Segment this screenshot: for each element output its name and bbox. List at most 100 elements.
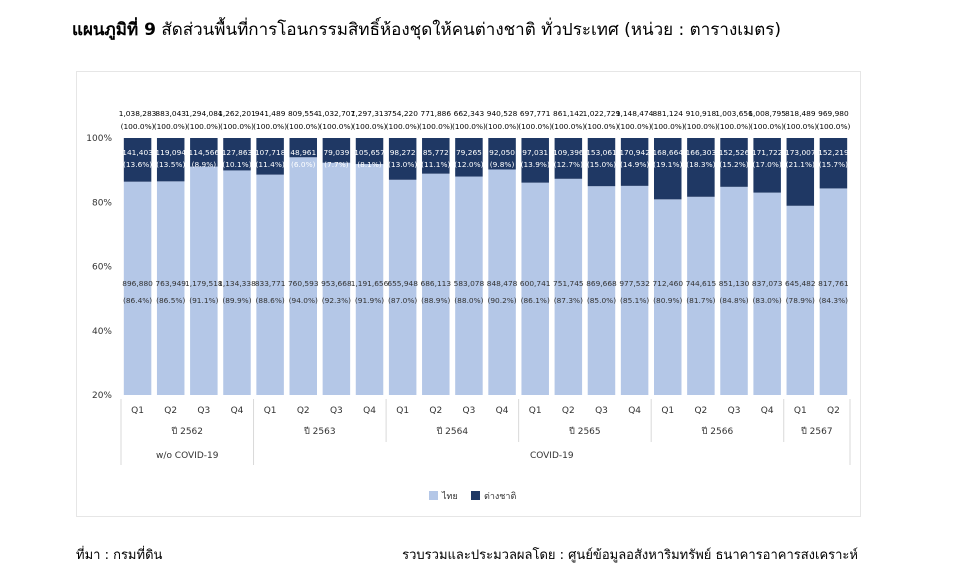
foreign-pct-label: (15.0%) — [587, 160, 616, 169]
foreign-pct-label: (6.0%) — [291, 160, 316, 169]
thai-pct-label: (86.1%) — [521, 296, 550, 305]
bar-thai — [488, 169, 516, 395]
bar-thai — [355, 164, 384, 395]
thai-value-label: 953,668 — [321, 279, 352, 288]
thai-value-label: 600,741 — [520, 279, 551, 288]
y-tick-label: 20% — [92, 391, 112, 401]
bar-thai — [422, 173, 450, 395]
foreign-pct-label: (8.1%) — [357, 160, 382, 169]
bar-foreign — [355, 138, 384, 165]
bar-foreign — [455, 138, 483, 177]
total-pct-label: (100.0%) — [121, 122, 155, 131]
foreign-value-label: 85,772 — [423, 148, 449, 157]
bar-thai — [455, 176, 483, 395]
foreign-pct-label: (19.1%) — [653, 160, 682, 169]
thai-value-label: 1,179,518 — [185, 279, 223, 288]
x-tick-label: Q1 — [794, 406, 807, 416]
total-pct-label: (100.0%) — [253, 122, 287, 131]
thai-value-label: 817,761 — [818, 279, 849, 288]
total-pct-label: (100.0%) — [386, 122, 420, 131]
thai-value-label: 645,482 — [785, 279, 816, 288]
total-label: 883,043 — [155, 109, 186, 118]
bar-foreign — [256, 138, 284, 175]
foreign-value-label: 168,664 — [652, 148, 683, 157]
x-tick-label: Q3 — [463, 406, 476, 416]
total-pct-label: (100.0%) — [717, 122, 751, 131]
thai-pct-label: (92.3%) — [322, 296, 351, 305]
thai-value-label: 583,078 — [454, 279, 485, 288]
foreign-value-label: 109,396 — [553, 148, 584, 157]
y-tick-label: 40% — [92, 327, 112, 337]
y-tick-label: 60% — [92, 263, 112, 273]
bar-foreign — [720, 138, 748, 187]
x-tick-label: Q4 — [231, 406, 244, 416]
foreign-value-label: 170,942 — [619, 148, 650, 157]
total-label: 941,489 — [255, 109, 286, 118]
total-label: 1,038,283 — [119, 109, 157, 118]
total-label: 754,220 — [387, 109, 418, 118]
x-tick-label: Q2 — [562, 406, 575, 416]
x-tick-label: Q3 — [595, 406, 608, 416]
bar-thai — [190, 166, 218, 395]
total-pct-label: (100.0%) — [684, 122, 718, 131]
y-tick-label: 80% — [92, 198, 112, 208]
total-pct-label: (100.0%) — [220, 122, 254, 131]
x-tick-label: Q2 — [297, 406, 310, 416]
foreign-value-label: 152,526 — [719, 148, 750, 157]
total-pct-label: (100.0%) — [750, 122, 784, 131]
bar-thai — [653, 199, 682, 395]
chart-frame: 20% 40% 60% 80% 100% 1,038,283 (100.0%) 141,403… — [76, 71, 861, 517]
bar-foreign — [223, 138, 251, 171]
total-label: 910,918 — [686, 109, 717, 118]
foreign-value-label: 127,863 — [222, 148, 253, 157]
year-group-label: ปี 2562 — [171, 426, 203, 437]
foreign-value-label: 79,265 — [456, 148, 482, 157]
thai-pct-label: (85.0%) — [587, 296, 616, 305]
total-pct-label: (100.0%) — [286, 122, 320, 131]
thai-pct-label: (89.9%) — [222, 296, 251, 305]
foreign-pct-label: (13.0%) — [388, 160, 417, 169]
thai-pct-label: (85.1%) — [620, 296, 649, 305]
total-pct-label: (100.0%) — [154, 122, 188, 131]
foreign-pct-label: (10.1%) — [222, 160, 251, 169]
legend-swatch-foreign — [471, 491, 480, 500]
thai-value-label: 1,191,656 — [351, 279, 389, 288]
thai-pct-label: (88.0%) — [454, 296, 483, 305]
thai-value-label: 833,771 — [255, 279, 286, 288]
legend-label-foreign: ต่างชาติ — [484, 491, 516, 502]
foreign-pct-label: (15.7%) — [819, 160, 848, 169]
thai-value-label: 760,593 — [288, 279, 319, 288]
x-tick-label: Q3 — [330, 406, 343, 416]
year-group-label: ปี 2565 — [569, 426, 601, 437]
x-tick-label: Q3 — [197, 406, 210, 416]
bar-foreign — [753, 138, 781, 193]
stacked-bar-chart: 20% 40% 60% 80% 100% 1,038,283 (100.0%) 141,403… — [86, 109, 850, 502]
thai-pct-label: (87.3%) — [554, 296, 583, 305]
legend-swatch-thai — [429, 491, 438, 500]
foreign-value-label: 152,219 — [818, 148, 849, 157]
thai-value-label: 712,460 — [652, 279, 683, 288]
compiled-by-note: รวบรวมและประมวลผลโดย : ศูนย์ข้อมูลอสังหา… — [402, 548, 858, 563]
foreign-value-label: 173,007 — [785, 148, 816, 157]
bar-foreign — [156, 138, 185, 182]
bar-foreign — [488, 138, 516, 170]
thai-pct-label: (80.9%) — [653, 296, 682, 305]
thai-pct-label: (91.9%) — [355, 296, 384, 305]
bar-foreign — [289, 138, 318, 158]
total-label: 969,980 — [818, 109, 849, 118]
foreign-pct-label: (13.5%) — [156, 160, 185, 169]
foreign-pct-label: (21.1%) — [786, 160, 815, 169]
total-pct-label: (100.0%) — [551, 122, 585, 131]
total-label: 1,003,656 — [715, 109, 753, 118]
total-pct-label: (100.0%) — [618, 122, 652, 131]
foreign-pct-label: (18.3%) — [686, 160, 715, 169]
thai-value-label: 851,130 — [719, 279, 750, 288]
legend-label-thai: ไทย — [441, 491, 458, 502]
foreign-pct-label: (12.0%) — [454, 160, 483, 169]
total-label: 881,124 — [652, 109, 683, 118]
thai-value-label: 1,134,338 — [218, 279, 256, 288]
foreign-pct-label: (11.1%) — [421, 160, 450, 169]
bar-thai — [587, 186, 616, 395]
foreign-pct-label: (9.8%) — [490, 160, 515, 169]
foreign-pct-label: (12.7%) — [554, 160, 583, 169]
